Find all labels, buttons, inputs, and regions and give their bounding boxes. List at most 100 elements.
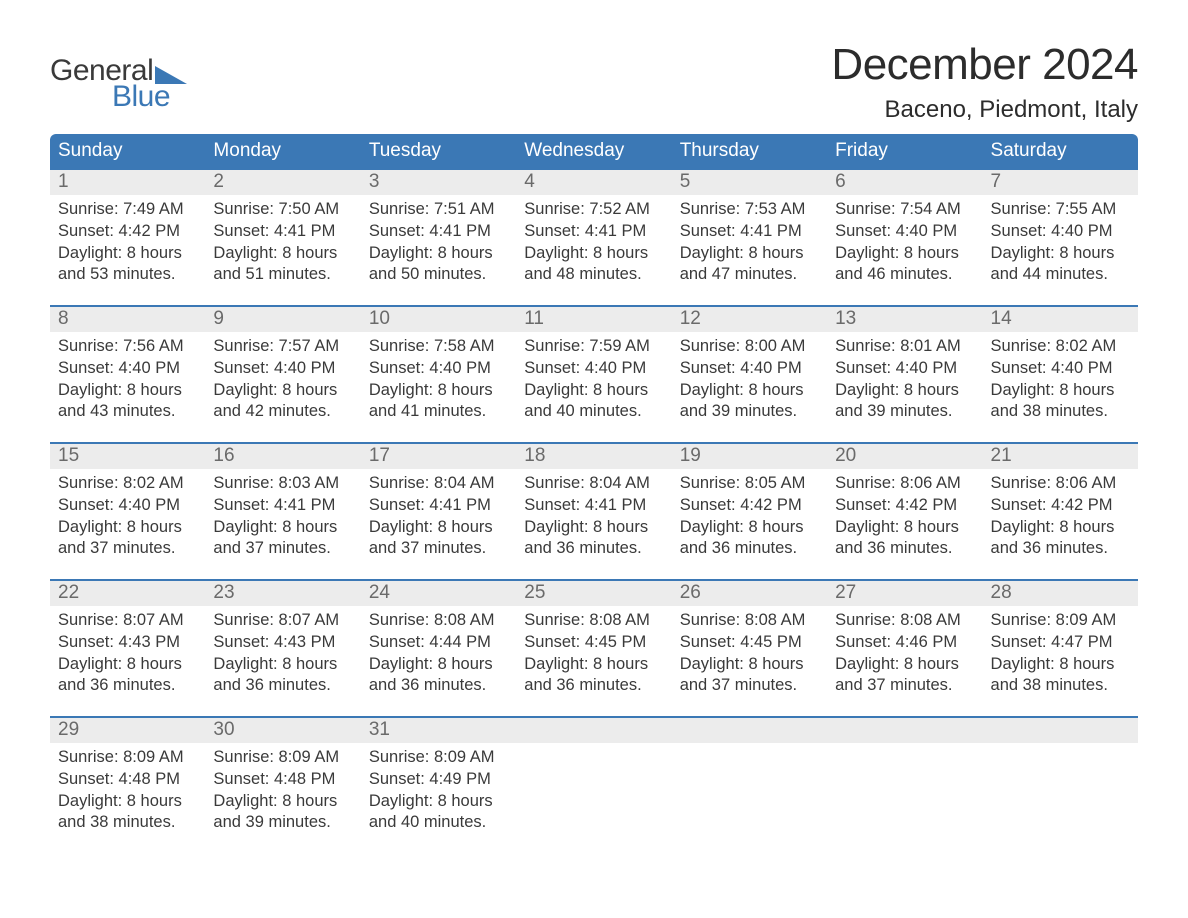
location-label: Baceno, Piedmont, Italy (831, 96, 1138, 124)
sunset-line: Sunset: 4:49 PM (369, 769, 508, 791)
calendar-header-row: SundayMondayTuesdayWednesdayThursdayFrid… (50, 134, 1138, 170)
day-cell: Sunrise: 7:50 AMSunset: 4:41 PMDaylight:… (205, 195, 360, 287)
day-number: 14 (983, 307, 1138, 332)
daylight-line-1: Daylight: 8 hours (524, 243, 663, 265)
sunrise-line: Sunrise: 8:01 AM (835, 336, 974, 358)
day-number: 18 (516, 444, 671, 469)
sunset-line: Sunset: 4:41 PM (369, 221, 508, 243)
sunset-line: Sunset: 4:48 PM (213, 769, 352, 791)
daylight-line-1: Daylight: 8 hours (369, 243, 508, 265)
day-number: 19 (672, 444, 827, 469)
sunrise-line: Sunrise: 8:03 AM (213, 473, 352, 495)
day-number: 29 (50, 718, 205, 743)
day-cell: Sunrise: 8:06 AMSunset: 4:42 PMDaylight:… (983, 469, 1138, 561)
daylight-line-2: and 38 minutes. (991, 401, 1130, 423)
sunrise-line: Sunrise: 8:09 AM (369, 747, 508, 769)
sunrise-line: Sunrise: 8:09 AM (58, 747, 197, 769)
day-cell: Sunrise: 8:06 AMSunset: 4:42 PMDaylight:… (827, 469, 982, 561)
sunrise-line: Sunrise: 8:02 AM (991, 336, 1130, 358)
daylight-line-2: and 50 minutes. (369, 264, 508, 286)
daylight-line-1: Daylight: 8 hours (991, 654, 1130, 676)
sunrise-line: Sunrise: 7:52 AM (524, 199, 663, 221)
calendar-header-cell: Thursday (672, 134, 827, 170)
day-cell: Sunrise: 8:08 AMSunset: 4:44 PMDaylight:… (361, 606, 516, 698)
daylight-line-1: Daylight: 8 hours (835, 380, 974, 402)
day-cell: Sunrise: 7:56 AMSunset: 4:40 PMDaylight:… (50, 332, 205, 424)
daylight-line-1: Daylight: 8 hours (680, 654, 819, 676)
week-body-row: Sunrise: 7:49 AMSunset: 4:42 PM Daylight:… (50, 195, 1138, 287)
daylight-line-2: and 41 minutes. (369, 401, 508, 423)
week-body-row: Sunrise: 8:07 AMSunset: 4:43 PMDaylight:… (50, 606, 1138, 698)
sunrise-line: Sunrise: 8:08 AM (835, 610, 974, 632)
daynum-row: 891011121314 (50, 307, 1138, 332)
daylight-line-2: and 37 minutes. (58, 538, 197, 560)
brand-word2: Blue (112, 82, 187, 112)
day-number: 6 (827, 170, 982, 195)
day-cell: Sunrise: 8:09 AMSunset: 4:47 PMDaylight:… (983, 606, 1138, 698)
day-number: 25 (516, 581, 671, 606)
day-cell: Sunrise: 8:02 AMSunset: 4:40 PMDaylight:… (983, 332, 1138, 424)
sunset-line: Sunset: 4:42 PM (58, 221, 197, 243)
calendar-week: 22232425262728Sunrise: 8:07 AMSunset: 4:… (50, 579, 1138, 698)
daylight-line-1: Daylight: 8 hours (369, 380, 508, 402)
sunset-line: Sunset: 4:42 PM (680, 495, 819, 517)
daylight-line-1: Daylight: 8 hours (213, 791, 352, 813)
daylight-line-1: Daylight: 8 hours (680, 380, 819, 402)
sunrise-line: Sunrise: 7:58 AM (369, 336, 508, 358)
sunrise-line: Sunrise: 7:49 AM (58, 199, 197, 221)
daylight-line-1: Daylight: 8 hours (524, 517, 663, 539)
day-cell: Sunrise: 8:08 AMSunset: 4:45 PMDaylight:… (516, 606, 671, 698)
day-number: 3 (361, 170, 516, 195)
day-number (516, 718, 671, 743)
sunrise-line: Sunrise: 8:06 AM (835, 473, 974, 495)
daylight-line-1: Daylight: 8 hours (835, 243, 974, 265)
daynum-row: 22232425262728 (50, 581, 1138, 606)
day-cell: Sunrise: 7:49 AMSunset: 4:42 PMDaylight:… (50, 195, 205, 287)
day-number: 20 (827, 444, 982, 469)
daylight-line-1: Daylight: 8 hours (369, 517, 508, 539)
calendar: SundayMondayTuesdayWednesdayThursdayFrid… (50, 134, 1138, 835)
sunset-line: Sunset: 4:40 PM (524, 358, 663, 380)
daylight-line-1: Daylight: 8 hours (680, 517, 819, 539)
sunset-line: Sunset: 4:41 PM (213, 495, 352, 517)
sunrise-line: Sunrise: 7:51 AM (369, 199, 508, 221)
day-number: 27 (827, 581, 982, 606)
calendar-week: 15161718192021Sunrise: 8:02 AMSunset: 4:… (50, 442, 1138, 561)
daylight-line-2: and 37 minutes. (213, 538, 352, 560)
daylight-line-2: and 37 minutes. (680, 675, 819, 697)
calendar-week: 293031Sunrise: 8:09 AMSunset: 4:48 PMDay… (50, 716, 1138, 835)
daylight-line-2: and 38 minutes. (58, 812, 197, 834)
daylight-line-1: Daylight: 8 hours (680, 243, 819, 265)
calendar-header-cell: Monday (205, 134, 360, 170)
daylight-line-1: Daylight: 8 hours (213, 380, 352, 402)
day-cell (516, 743, 671, 835)
daylight-line-1: Daylight: 8 hours (369, 654, 508, 676)
calendar-header-cell: Tuesday (361, 134, 516, 170)
sunrise-line: Sunrise: 8:00 AM (680, 336, 819, 358)
daylight-line-2: and 40 minutes. (369, 812, 508, 834)
day-number: 21 (983, 444, 1138, 469)
week-body-row: Sunrise: 8:09 AM Sunset: 4:48 PMDaylight:… (50, 743, 1138, 835)
day-cell: Sunrise: 7:59 AMSunset: 4:40 PMDaylight:… (516, 332, 671, 424)
sunrise-line: Sunrise: 8:04 AM (369, 473, 508, 495)
day-cell: Sunrise: 7:55 AMSunset: 4:40 PMDaylight:… (983, 195, 1138, 287)
sunrise-line: Sunrise: 8:02 AM (58, 473, 197, 495)
daylight-line-2: and 37 minutes. (835, 675, 974, 697)
sunrise-line: Sunrise: 8:07 AM (213, 610, 352, 632)
sunset-line: Sunset: 4:40 PM (680, 358, 819, 380)
sunset-line: Sunset: 4:40 PM (58, 358, 197, 380)
day-number: 30 (205, 718, 360, 743)
day-number: 17 (361, 444, 516, 469)
daylight-line-1: Daylight: 8 hours (835, 654, 974, 676)
daylight-line-2: and 42 minutes. (213, 401, 352, 423)
day-number (672, 718, 827, 743)
daylight-line-2: and 47 minutes. (680, 264, 819, 286)
day-cell: Sunrise: 8:09 AMSunset: 4:48 PMDaylight:… (50, 743, 205, 835)
page-title: December 2024 (831, 40, 1138, 90)
daylight-line-2: and 40 minutes. (524, 401, 663, 423)
sunrise-line: Sunrise: 8:04 AM (524, 473, 663, 495)
day-number: 8 (50, 307, 205, 332)
day-cell: Sunrise: 8:04 AMSunset: 4:41 PMDaylight:… (361, 469, 516, 561)
day-number: 2 (205, 170, 360, 195)
daylight-line-2: and 36 minutes. (991, 538, 1130, 560)
